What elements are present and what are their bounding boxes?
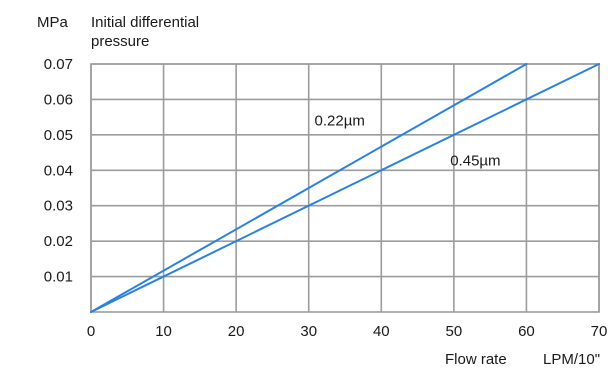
y-tick-label: 0.04 <box>44 162 73 179</box>
y-tick-label: 0.01 <box>44 269 73 286</box>
y-axis-title-line2: pressure <box>91 33 149 50</box>
x-tick-label: 40 <box>373 323 390 340</box>
y-tick-label: 0.03 <box>44 198 73 215</box>
y-tick-label: 0.07 <box>44 56 73 73</box>
y-tick-labels: 0.01 0.02 0.03 0.04 0.05 0.06 0.07 <box>44 56 73 286</box>
x-tick-label: 0 <box>87 323 95 340</box>
y-tick-label: 0.06 <box>44 91 73 108</box>
x-tick-label: 30 <box>300 323 317 340</box>
y-tick-label: 0.02 <box>44 233 73 250</box>
series-line-1 <box>90 63 600 313</box>
x-tick-label: 20 <box>228 323 245 340</box>
plot-frame <box>90 63 600 313</box>
x-axis-unit: LPM/10" <box>543 351 600 368</box>
x-axis-title: Flow rate <box>445 351 507 368</box>
x-tick-label: 50 <box>446 323 463 340</box>
x-tick-label: 10 <box>155 323 172 340</box>
series-label-0: 0.22µm <box>315 113 365 130</box>
y-axis-unit: MPa <box>37 14 69 31</box>
y-tick-label: 0.05 <box>44 127 73 144</box>
y-axis-title-line1: Initial differential <box>91 14 199 31</box>
x-tick-label: 60 <box>518 323 535 340</box>
series-line-0 <box>90 63 528 313</box>
x-tick-label: 70 <box>591 323 608 340</box>
x-tick-labels: 0 10 20 30 40 50 60 70 <box>87 323 608 340</box>
series-group: 0.22µm 0.45µm <box>90 63 600 313</box>
series-label-1: 0.45µm <box>450 153 500 170</box>
